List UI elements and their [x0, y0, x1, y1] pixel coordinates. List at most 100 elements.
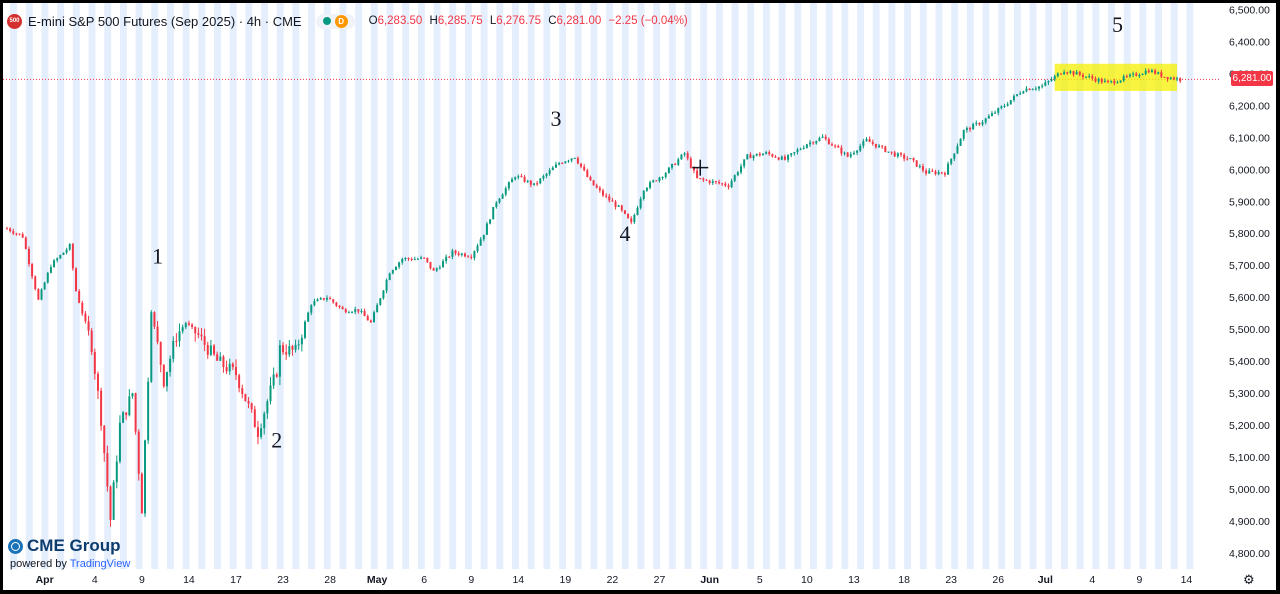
candle-body [470, 256, 473, 258]
session-band [276, 3, 284, 569]
candle-body [288, 346, 291, 355]
candle-body [592, 180, 595, 186]
candle-body [642, 190, 645, 199]
candle-body [448, 256, 451, 258]
candle-body [122, 412, 125, 423]
price-tick-label: 5,800.00 [1229, 228, 1270, 240]
candle-body [187, 323, 190, 325]
candle-body [93, 352, 96, 374]
candle-body [96, 373, 99, 391]
candle-body [413, 258, 416, 260]
session-band [606, 3, 614, 569]
candle-body [862, 141, 865, 146]
candle-body [705, 179, 708, 181]
candle-body [332, 299, 335, 303]
candle-body [109, 486, 112, 520]
wave-label: 4 [619, 221, 630, 246]
candle-body [1110, 80, 1113, 82]
price-tick-label: 6,000.00 [1229, 164, 1270, 176]
candle-body [915, 160, 918, 167]
candle-body [871, 142, 874, 144]
session-band [888, 3, 896, 569]
candle-body [934, 171, 937, 175]
session-band [229, 3, 237, 569]
candle-body [1141, 74, 1144, 76]
candle-body [1016, 94, 1019, 96]
session-band [464, 3, 472, 569]
candle-body [545, 173, 548, 176]
candle-body [931, 170, 934, 172]
session-band [308, 3, 316, 569]
candle-body [285, 352, 288, 355]
candle-body [623, 210, 626, 214]
candle-body [994, 112, 997, 114]
session-band [982, 3, 990, 569]
session-band [731, 3, 739, 569]
session-band [402, 3, 410, 569]
candle-body [978, 122, 981, 125]
chart-header: 500 E-mini S&P 500 Futures (Sep 2025) · … [7, 11, 692, 31]
candle-body [1078, 71, 1081, 75]
candle-body [1128, 74, 1131, 77]
candle-body [426, 257, 429, 262]
chart-title[interactable]: E-mini S&P 500 Futures (Sep 2025) · 4h ·… [28, 13, 302, 29]
candle-body [106, 453, 109, 487]
session-band [543, 3, 551, 569]
candle-body [507, 182, 510, 189]
session-band [1076, 3, 1084, 569]
time-tick-label: 22 [607, 574, 619, 586]
session-band [857, 3, 864, 569]
candle-body [275, 374, 278, 377]
time-tick-label: 9 [1136, 574, 1142, 586]
candle-body [1003, 105, 1006, 107]
candle-body [536, 183, 539, 185]
candle-body [677, 159, 680, 165]
session-band [841, 3, 849, 569]
candle-body [307, 312, 310, 322]
candle-body [617, 205, 620, 207]
session-band [1186, 3, 1194, 569]
candle-body [1113, 80, 1116, 84]
candle-body [865, 139, 868, 142]
candle-body [630, 218, 633, 223]
candle-body [564, 161, 567, 164]
candle-body [868, 139, 871, 143]
candle-body [981, 122, 984, 125]
candle-body [260, 428, 263, 437]
candle-body [134, 393, 137, 432]
candle-body [65, 249, 68, 253]
candle-body [24, 237, 27, 249]
wave-label: 2 [271, 427, 282, 452]
candle-body [460, 253, 463, 255]
candle-body [1019, 93, 1022, 95]
candle-body [1166, 77, 1169, 80]
wave-label: 1 [152, 244, 163, 269]
candle-body [165, 371, 168, 387]
candle-body [463, 253, 466, 257]
candle-body [467, 256, 470, 258]
price-tick-label: 5,400.00 [1229, 356, 1270, 368]
candle-body [103, 425, 106, 454]
symbol-badge[interactable]: 500 [7, 13, 22, 29]
time-axis [3, 569, 1221, 590]
settings-gear-icon[interactable]: ⚙ [1243, 572, 1255, 587]
candle-body [15, 233, 18, 235]
price-tick-label: 5,200.00 [1229, 420, 1270, 432]
candle-body [263, 413, 266, 429]
cme-logo[interactable]: CME Group powered by TradingView [8, 536, 130, 570]
candle-body [1135, 73, 1138, 76]
candle-body [714, 181, 717, 183]
candle-body [1160, 72, 1163, 77]
time-tick-label: 27 [654, 574, 666, 586]
candle-body [780, 156, 783, 160]
candle-body [900, 153, 902, 155]
time-tick-label: 14 [512, 574, 524, 586]
candle-body [896, 153, 899, 157]
market-status-pill[interactable]: D [315, 13, 355, 29]
highlight-box [1054, 63, 1178, 91]
candle-body [520, 176, 523, 178]
close-value: 6,281.00 [556, 15, 602, 27]
candle-body [351, 311, 354, 313]
